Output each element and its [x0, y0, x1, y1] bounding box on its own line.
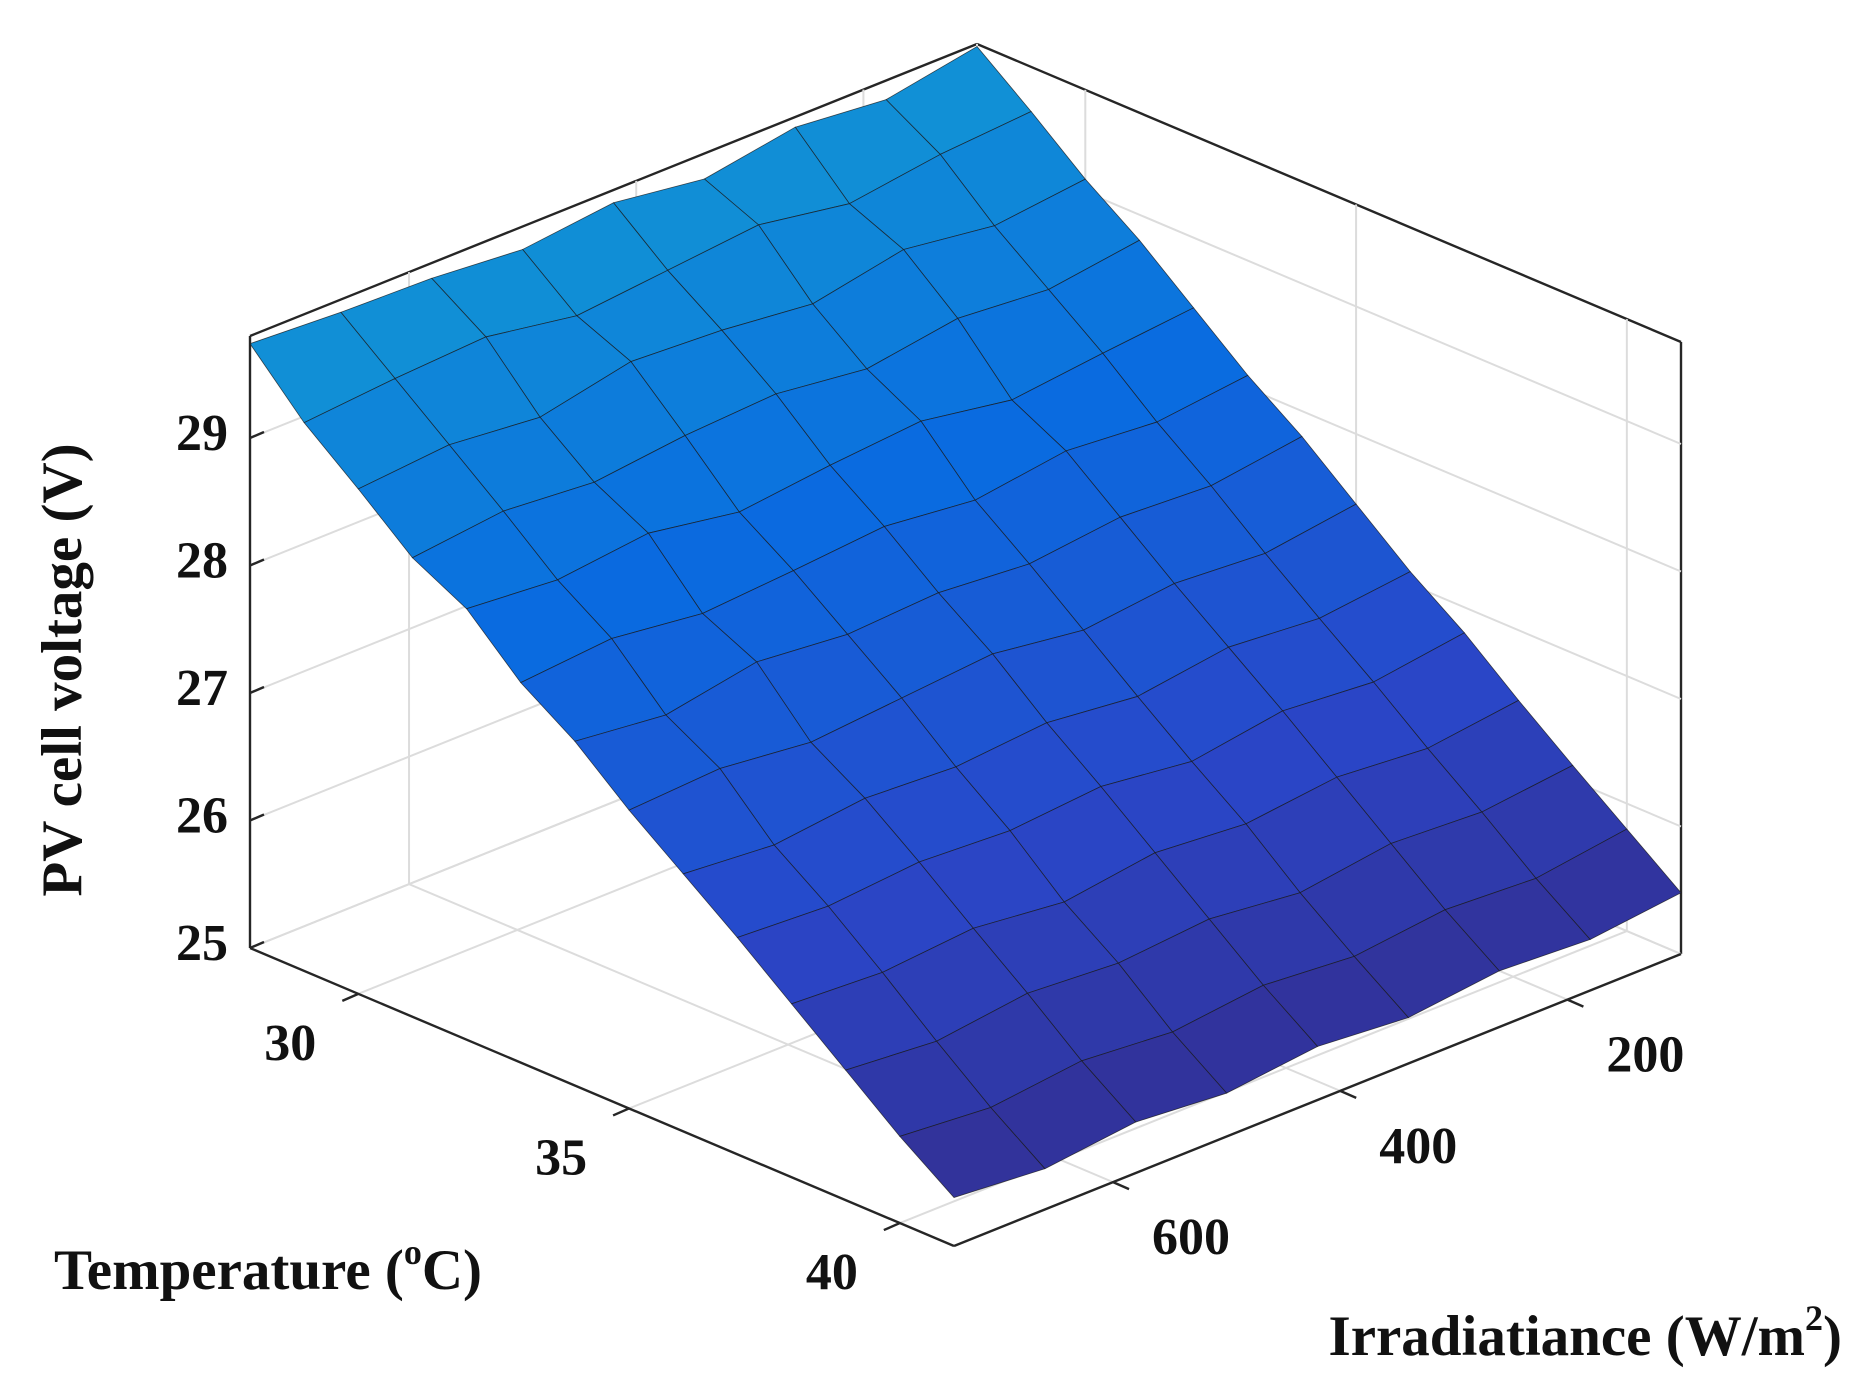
axis-line — [249, 946, 955, 1248]
tick-mark — [249, 558, 265, 567]
z-tick-label: 26 — [176, 787, 228, 844]
axes-front: 25 26 27 28 29 30 35 40 200 400 600 — [176, 336, 1684, 1301]
y-label-part: Irradiatiance (W/m — [1329, 1305, 1805, 1368]
x-axis-label: Temperature (oC) — [54, 1232, 482, 1302]
axis-line — [953, 952, 1682, 1248]
z-axis-label: PV cell voltage (V) — [31, 443, 94, 896]
tick-mark — [341, 992, 359, 1002]
tick-mark — [1112, 1181, 1130, 1191]
tick-mark — [249, 685, 265, 695]
tick-mark — [1566, 998, 1584, 1008]
box-edge — [976, 42, 1682, 344]
x-label-sup: o — [404, 1232, 422, 1272]
x-label-part: Temperature ( — [54, 1239, 404, 1302]
z-tick-label: 28 — [176, 532, 228, 589]
tick-mark — [249, 813, 265, 822]
tick-mark — [1339, 1089, 1357, 1099]
z-tick-label: 29 — [176, 405, 228, 462]
tick-mark — [249, 430, 265, 440]
x-label-part: C) — [422, 1239, 482, 1302]
x-tick-label: 40 — [806, 1244, 858, 1301]
box-edge — [249, 42, 978, 338]
tick-mark — [249, 940, 265, 950]
tick-mark — [612, 1107, 630, 1117]
x-tick-label: 35 — [535, 1129, 587, 1186]
surface — [249, 46, 1682, 1199]
z-tick-label: 25 — [176, 915, 228, 972]
y-tick-label: 200 — [1606, 1027, 1684, 1084]
x-tick-label: 30 — [264, 1015, 316, 1072]
y-tick-label: 600 — [1152, 1209, 1230, 1266]
tick-mark — [883, 1221, 901, 1232]
y-label-part: ) — [1823, 1305, 1842, 1368]
y-tick-label: 400 — [1379, 1118, 1457, 1175]
y-axis-label: Irradiatiance (W/m2) — [1329, 1298, 1842, 1368]
surface-patch — [899, 1107, 1046, 1199]
z-tick-label: 27 — [176, 660, 228, 717]
y-label-sup: 2 — [1805, 1298, 1823, 1338]
